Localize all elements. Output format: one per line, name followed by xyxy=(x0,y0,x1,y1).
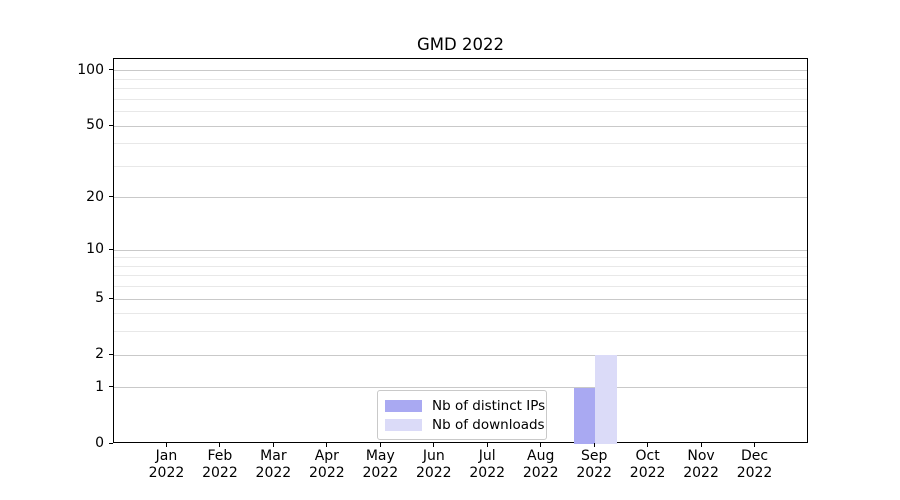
x-tick xyxy=(754,443,756,447)
y-tick xyxy=(109,442,113,444)
gridline-minor xyxy=(114,331,807,333)
chart-title: GMD 2022 xyxy=(417,35,504,54)
x-tick xyxy=(540,443,542,447)
y-tick xyxy=(109,69,113,71)
x-tick-label: Jan 2022 xyxy=(148,448,185,481)
x-tick-label: Jul 2022 xyxy=(469,448,506,481)
legend-label-downloads: Nb of downloads xyxy=(432,416,545,433)
legend-swatch-distinct-ips xyxy=(385,399,422,412)
x-tick xyxy=(700,443,702,447)
y-tick xyxy=(109,297,113,299)
legend-item-downloads: Nb of downloads xyxy=(385,415,545,434)
y-tick xyxy=(109,248,113,250)
legend-item-distinct-ips: Nb of distinct IPs xyxy=(385,396,545,415)
legend: Nb of distinct IPs Nb of downloads xyxy=(377,390,547,440)
gridline-minor xyxy=(114,257,807,259)
y-tick-label: 100 xyxy=(77,61,104,78)
gridline-major xyxy=(114,197,807,199)
gridline-minor xyxy=(114,275,807,277)
x-tick-label: Aug 2022 xyxy=(522,448,559,481)
y-tick xyxy=(109,353,113,355)
gridline-major xyxy=(114,125,807,127)
x-tick-label: Nov 2022 xyxy=(683,448,719,481)
y-tick-label: 10 xyxy=(86,241,104,258)
y-tick-label: 1 xyxy=(95,378,104,395)
gridline-major xyxy=(114,70,807,72)
gridline-minor xyxy=(114,313,807,315)
gridline-minor xyxy=(114,78,807,80)
x-tick xyxy=(379,443,381,447)
bar-nb-of-downloads-sep-2022 xyxy=(595,355,617,444)
x-tick xyxy=(272,443,274,447)
gridline-major xyxy=(114,387,807,389)
y-tick xyxy=(109,124,113,126)
x-tick xyxy=(647,443,649,447)
y-tick xyxy=(109,196,113,198)
x-tick xyxy=(433,443,435,447)
x-tick-label: Sep 2022 xyxy=(576,448,612,481)
x-tick-label: Mar 2022 xyxy=(255,448,292,481)
y-tick xyxy=(109,386,113,388)
x-tick-label: Apr 2022 xyxy=(309,448,345,481)
plot-area xyxy=(113,58,808,444)
y-tick-label: 50 xyxy=(86,117,104,134)
y-tick-label: 20 xyxy=(86,188,104,205)
gridline-major xyxy=(114,354,807,356)
legend-swatch-downloads xyxy=(385,418,422,431)
gridline-minor xyxy=(114,143,807,145)
x-tick-label: Oct 2022 xyxy=(629,448,666,481)
x-tick-label: Jun 2022 xyxy=(415,448,452,481)
gridline-major xyxy=(114,298,807,300)
gridline-minor xyxy=(114,98,807,100)
x-tick-label: May 2022 xyxy=(362,448,399,481)
gridline-minor xyxy=(114,265,807,267)
gridline-minor xyxy=(114,286,807,288)
gridline-minor xyxy=(114,165,807,167)
gridline-major xyxy=(114,249,807,251)
x-tick xyxy=(219,443,221,447)
x-tick-label: Dec 2022 xyxy=(736,448,773,481)
x-tick xyxy=(486,443,488,447)
legend-label-distinct-ips: Nb of distinct IPs xyxy=(432,397,546,414)
y-tick-label: 5 xyxy=(95,290,104,307)
x-tick-label: Feb 2022 xyxy=(202,448,238,481)
gridline-minor xyxy=(114,111,807,113)
y-tick-label: 2 xyxy=(95,346,104,363)
y-tick-label: 0 xyxy=(95,435,104,451)
gridline-minor xyxy=(114,88,807,90)
x-tick xyxy=(593,443,595,447)
x-tick xyxy=(165,443,167,447)
x-tick xyxy=(326,443,328,447)
bar-nb-of-distinct-ips-sep-2022 xyxy=(573,387,596,444)
